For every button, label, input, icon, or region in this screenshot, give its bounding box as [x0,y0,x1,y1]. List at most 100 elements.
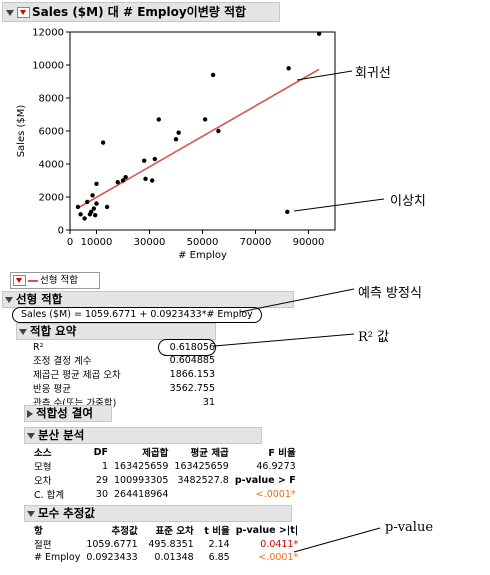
plot-frame [69,31,336,231]
anova-header[interactable]: 분산 분석 [24,427,262,444]
y-axis-label: Sales ($M) [16,105,27,158]
data-point [285,209,290,215]
param-estimate: 0.0923433 [86,551,138,563]
summary-value: 0.604885 [169,354,215,366]
data-point [142,158,147,163]
summary-label: 제곱근 평균 제곱 오차 [33,370,121,381]
data-point [123,175,128,180]
data-point [89,209,94,215]
summary-value: 31 [202,396,215,408]
column-header: F 비율 [268,448,296,459]
data-point [75,204,81,210]
table-row: R² 0.618056 [30,341,218,353]
table-header-row: 소스 DF 제곱합 평균 제곱 F 비율 [31,445,299,460]
data-point [90,193,95,198]
table-row: 오차 29 100993305 3482527.8 p-value > F [31,473,299,488]
anova-ss: 100993305 [114,474,169,486]
summary-of-fit-header[interactable]: 적합 요약 [16,323,216,340]
column-header: 평균 제곱 [190,448,229,459]
data-point [210,72,216,78]
y-tick-label: 10000 [32,61,64,72]
y-tick-label: 6000 [39,127,64,138]
legend-menu-icon[interactable] [13,275,26,286]
anova-ms [171,487,231,501]
anova-df: 30 [95,488,108,500]
leader-pvalue [293,527,381,553]
column-header: 표준 오차 [155,526,194,537]
window-title-bar: Sales ($M) 대 # Employ이변량 적합 [2,2,280,22]
lack-of-fit-header[interactable]: 적합성 결여 [24,405,112,422]
summary-label: R² [33,341,44,353]
anova-table: 소스 DF 제곱합 평균 제곱 F 비율 모형 1 163425659 1634… [31,445,299,502]
expand-triangle-icon [27,409,33,418]
x-axis-label: # Employ [178,250,227,261]
data-point [94,201,99,206]
annotation-prediction-equation: 예측 방정식 [358,286,422,301]
table-row: 반응 평균 3562.755 [30,381,218,396]
anova-f: 46.9273 [256,460,296,472]
table-row: C. 합계 30 264418964 <.0001* [31,487,299,502]
param-term: # Employ [34,551,81,563]
table-row: 모형 1 163425659 163425659 46.9273 [31,459,299,474]
y-tick-label: 8000 [39,94,64,105]
column-header: DF [93,446,108,458]
summary-label: 반응 평균 [33,384,71,395]
summary-label: 관측 수(또는 가중합) [33,398,117,409]
prediction-equation: Sales ($M) = 1059.6771 + 0.0923433*# Emp… [12,307,262,323]
parameter-estimates-table: 항 추정값 표준 오차 t 비율 p-value >|t| 절편 1059.67… [31,523,301,563]
legend-line-swatch [28,279,38,282]
annotation-regression-line: 회귀선 [355,66,391,81]
red-triangle-menu-icon[interactable] [17,7,30,18]
data-point [286,66,291,71]
bivariate-chart: 0 2000 4000 6000 8000 10000 12000 0 10000 30000 50… [16,28,336,261]
table-header-row: 항 추정값 표준 오차 t 비율 p-value >|t| [31,523,301,538]
data-point [92,212,98,218]
y-tick-label: 12000 [32,28,64,39]
collapse-triangle-icon [27,432,35,439]
data-point [85,199,90,205]
r2-highlight-oval [158,339,216,356]
y-tick-label: 4000 [39,160,64,171]
param-se: 495.8351 [148,538,194,550]
collapse-triangle-icon [19,328,27,335]
anova-f-prob-label: p-value > F [234,474,296,486]
annotation-pvalue: p-value [385,520,434,535]
leader-r2 [213,333,355,347]
summary-value: 1866.153 [169,368,215,380]
data-point [78,212,83,217]
column-header: 제곱합 [142,448,169,459]
anova-f-pvalue: <.0001* [255,488,296,500]
anova-source: 오차 [34,476,52,487]
data-point [115,179,120,185]
collapse-triangle-icon[interactable] [6,9,14,16]
summary-value: 3562.755 [169,382,215,394]
column-header: 소스 [34,448,52,459]
summary-label: 조정 결정 계수 [33,356,92,367]
param-t: 2.14 [208,538,230,550]
anova-df: 1 [101,460,108,472]
x-tick-label: 30000 [134,237,166,248]
legend-label: 선형 적합 [40,275,78,286]
annotation-r2: R² 값 [358,330,390,345]
collapse-triangle-icon [5,296,13,303]
anova-ss: 163425659 [114,460,169,472]
parameter-estimates-header[interactable]: 모수 추정값 [24,505,292,522]
column-header: 항 [34,526,43,537]
linear-fit-header[interactable]: 선형 적합 [2,291,294,308]
data-point [176,130,181,135]
data-point [152,156,157,162]
anova-source: 모형 [34,462,52,473]
data-point [216,128,221,134]
table-row: 절편 1059.6771 495.8351 2.14 0.0411* [31,537,301,552]
x-tick-label: 50000 [187,237,219,248]
anova-df: 29 [95,474,108,486]
data-point [82,216,87,221]
x-tick-label: 0 [67,237,73,248]
param-term: 절편 [34,540,52,551]
fit-legend: 선형 적합 [10,272,100,289]
y-tick-label: 2000 [39,193,64,204]
data-point [143,176,148,182]
data-point [149,178,155,183]
y-tick-label: 0 [58,226,64,237]
data-point [120,178,126,183]
